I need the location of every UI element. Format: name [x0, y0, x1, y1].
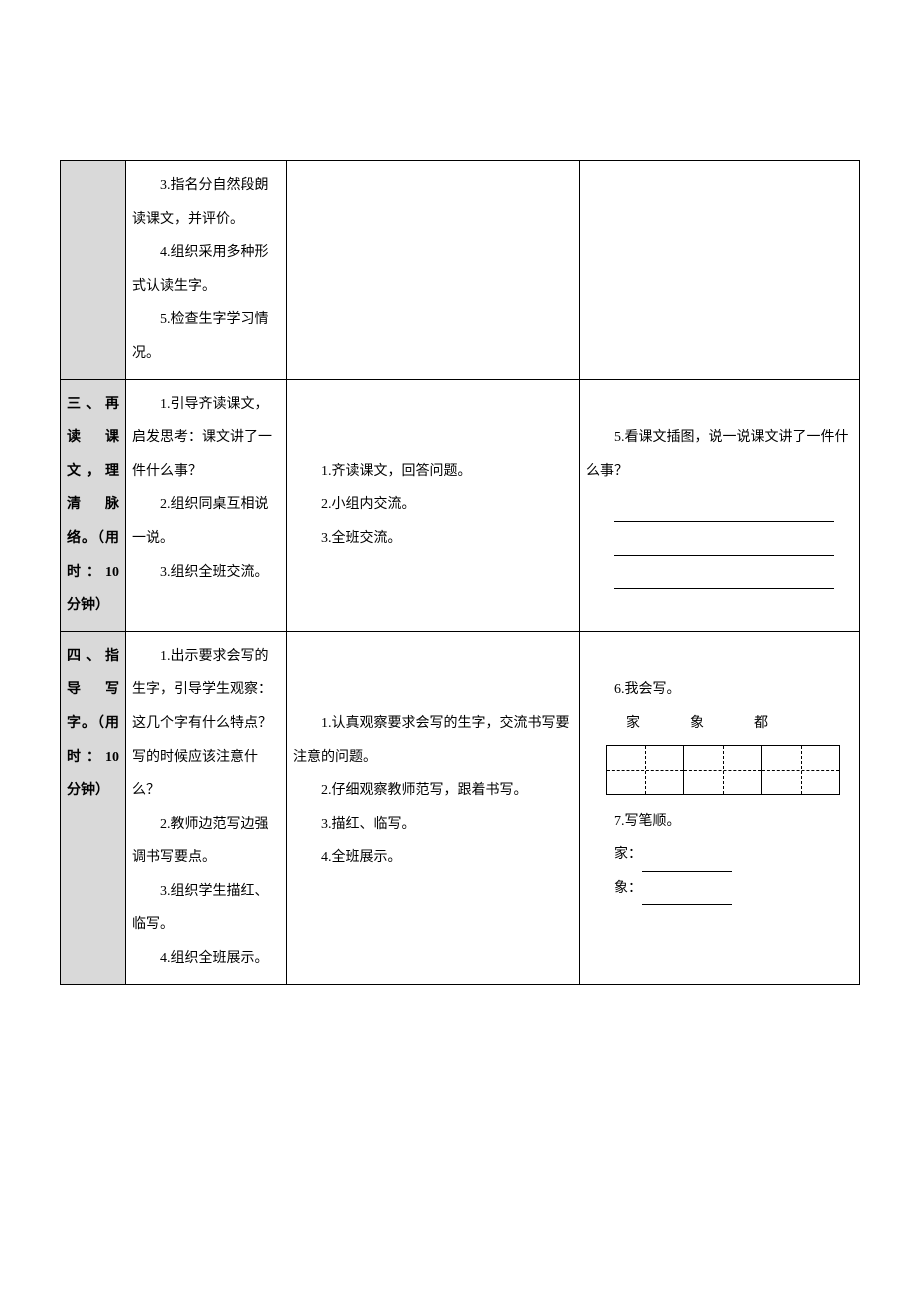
student-item: 2.小组内交流。 — [293, 488, 573, 522]
stroke-label: 象： — [614, 881, 642, 896]
stage-cell — [61, 161, 126, 380]
exercise-q7: 7.写笔顺。 — [586, 805, 853, 839]
char-label: 都 — [754, 707, 768, 741]
grid-cell — [606, 745, 684, 795]
teacher-item: 5.检查生字学习情况。 — [132, 303, 280, 370]
exercise-q6: 6.我会写。 — [586, 673, 853, 707]
exercise-cell — [580, 161, 860, 380]
student-item: 1.齐读课文，回答问题。 — [293, 455, 573, 489]
teacher-item: 4.组织采用多种形式认读生字。 — [132, 236, 280, 303]
teacher-cell: 1.引导齐读课文，启发思考：课文讲了一件什么事？ 2.组织同桌互相说一说。 3.… — [126, 379, 287, 631]
teacher-item: 1.引导齐读课文，启发思考：课文讲了一件什么事？ — [132, 388, 280, 489]
student-item: 4.全班展示。 — [293, 841, 573, 875]
exercise-q5: 5.看课文插图，说一说课文讲了一件什么事？ — [586, 421, 853, 488]
char-label: 象 — [690, 707, 704, 741]
table-row: 四、指导写字。（用时：10分钟） 1.出示要求会写的生字，引导学生观察：这几个字… — [61, 631, 860, 984]
exercise-cell: 5.看课文插图，说一说课文讲了一件什么事？ — [580, 379, 860, 631]
teacher-item: 3.组织全班交流。 — [132, 556, 280, 590]
stage-cell: 三、再读课文，理清脉络。（用时：10分钟） — [61, 379, 126, 631]
teacher-item: 2.组织同桌互相说一说。 — [132, 488, 280, 555]
page: 3.指名分自然段朗读课文，并评价。 4.组织采用多种形式认读生字。 5.检查生字… — [0, 0, 920, 1105]
student-item: 2.仔细观察教师范写，跟着书写。 — [293, 774, 573, 808]
lesson-plan-table: 3.指名分自然段朗读课文，并评价。 4.组织采用多种形式认读生字。 5.检查生字… — [60, 160, 860, 985]
writing-grid — [606, 745, 853, 795]
teacher-item: 3.指名分自然段朗读课文，并评价。 — [132, 169, 280, 236]
teacher-item: 4.组织全班展示。 — [132, 942, 280, 976]
teacher-cell: 1.出示要求会写的生字，引导学生观察：这几个字有什么特点？写的时候应该注意什么？… — [126, 631, 287, 984]
teacher-item: 3.组织学生描红、临写。 — [132, 875, 280, 942]
student-cell — [287, 161, 580, 380]
grid-cell — [762, 745, 840, 795]
char-label: 家 — [626, 707, 640, 741]
student-cell: 1.认真观察要求会写的生字，交流书写要注意的问题。 2.仔细观察教师范写，跟着书… — [287, 631, 580, 984]
table-row: 3.指名分自然段朗读课文，并评价。 4.组织采用多种形式认读生字。 5.检查生字… — [61, 161, 860, 380]
blank-line — [586, 522, 853, 556]
exercise-cell: 6.我会写。 家 象 都 7.写笔顺。 家： 象： — [580, 631, 860, 984]
blank-line — [586, 488, 853, 522]
table-row: 三、再读课文，理清脉络。（用时：10分钟） 1.引导齐读课文，启发思考：课文讲了… — [61, 379, 860, 631]
student-cell: 1.齐读课文，回答问题。 2.小组内交流。 3.全班交流。 — [287, 379, 580, 631]
stage-cell: 四、指导写字。（用时：10分钟） — [61, 631, 126, 984]
grid-cell — [684, 745, 762, 795]
teacher-cell: 3.指名分自然段朗读课文，并评价。 4.组织采用多种形式认读生字。 5.检查生字… — [126, 161, 287, 380]
blank-line — [586, 556, 853, 590]
student-item: 1.认真观察要求会写的生字，交流书写要注意的问题。 — [293, 707, 573, 774]
teacher-item: 2.教师边范写边强调书写要点。 — [132, 808, 280, 875]
stroke-order-item: 家： — [586, 838, 853, 872]
stroke-label: 家： — [614, 847, 642, 862]
student-item: 3.全班交流。 — [293, 522, 573, 556]
teacher-item: 1.出示要求会写的生字，引导学生观察：这几个字有什么特点？写的时候应该注意什么？ — [132, 640, 280, 808]
student-item: 3.描红、临写。 — [293, 808, 573, 842]
stroke-order-item: 象： — [586, 872, 853, 906]
char-row: 家 象 都 — [626, 707, 853, 741]
